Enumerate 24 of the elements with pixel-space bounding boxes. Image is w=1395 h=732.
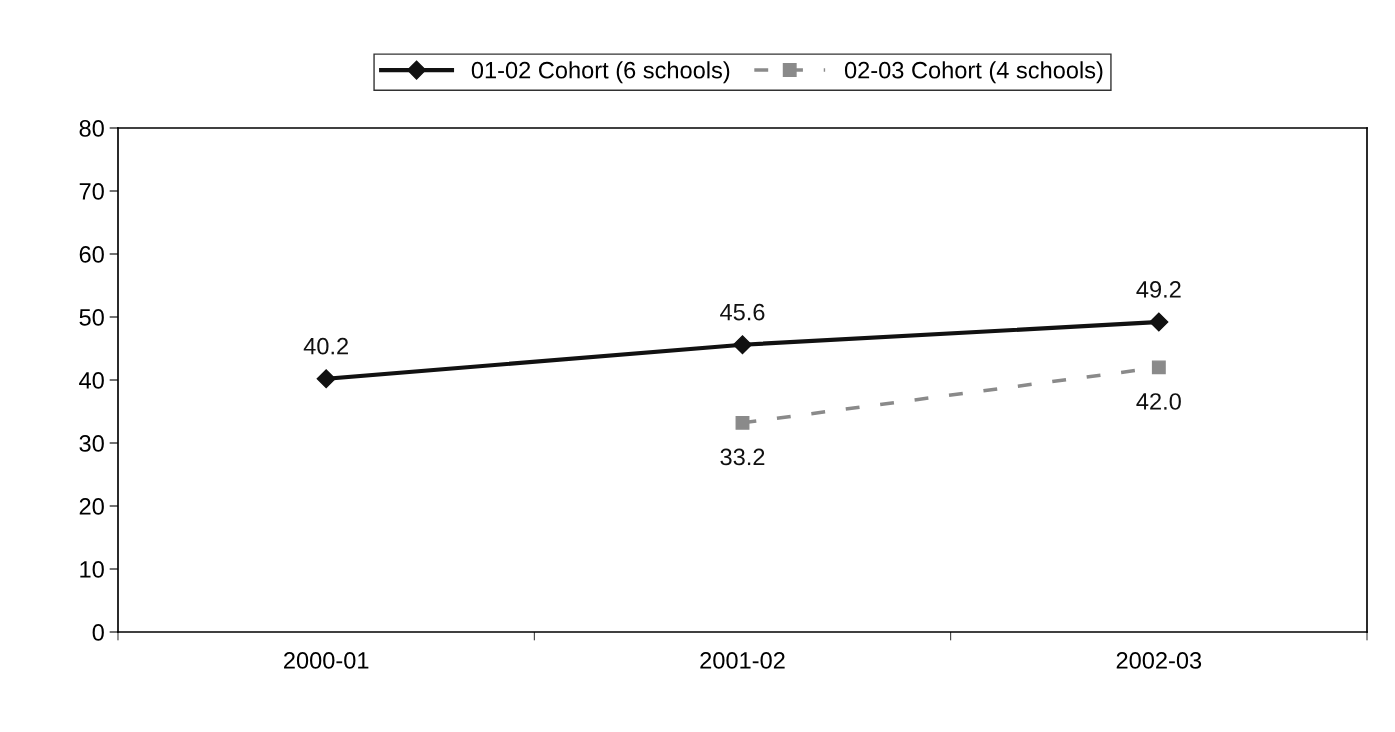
point (732, 335, 753, 355)
data-label: 45.6 (720, 303, 765, 321)
legend-label: 02-03 Cohort (4 schools) (844, 61, 1103, 84)
y-tick-label: 20 (79, 498, 104, 515)
y-tick-label: 30 (79, 435, 104, 452)
x-tick-label: 2002-03 (1116, 652, 1202, 669)
y-tick-label: 50 (79, 309, 104, 326)
point (316, 369, 336, 389)
y-tick-label: 70 (79, 183, 104, 200)
y-tick-label: 10 (80, 561, 104, 578)
data-label: 33.2 (720, 448, 765, 466)
point (735, 415, 750, 430)
y-tick-label: 60 (79, 246, 104, 263)
point (1149, 312, 1169, 332)
y-tick-label: 80 (79, 120, 104, 137)
y-tick-label: 0 (92, 624, 104, 641)
x-tick-label: 2000-01 (284, 652, 369, 669)
x-tick-label: 2001-02 (700, 652, 785, 669)
data-label: 40.2 (303, 337, 348, 355)
legend-label: 01-02 Cohort (6 schools) (471, 61, 730, 84)
data-label: 42.0 (1136, 393, 1181, 410)
y-tick-label: 40 (79, 372, 104, 389)
data-label: 49.2 (1136, 281, 1181, 298)
point (1151, 360, 1166, 375)
